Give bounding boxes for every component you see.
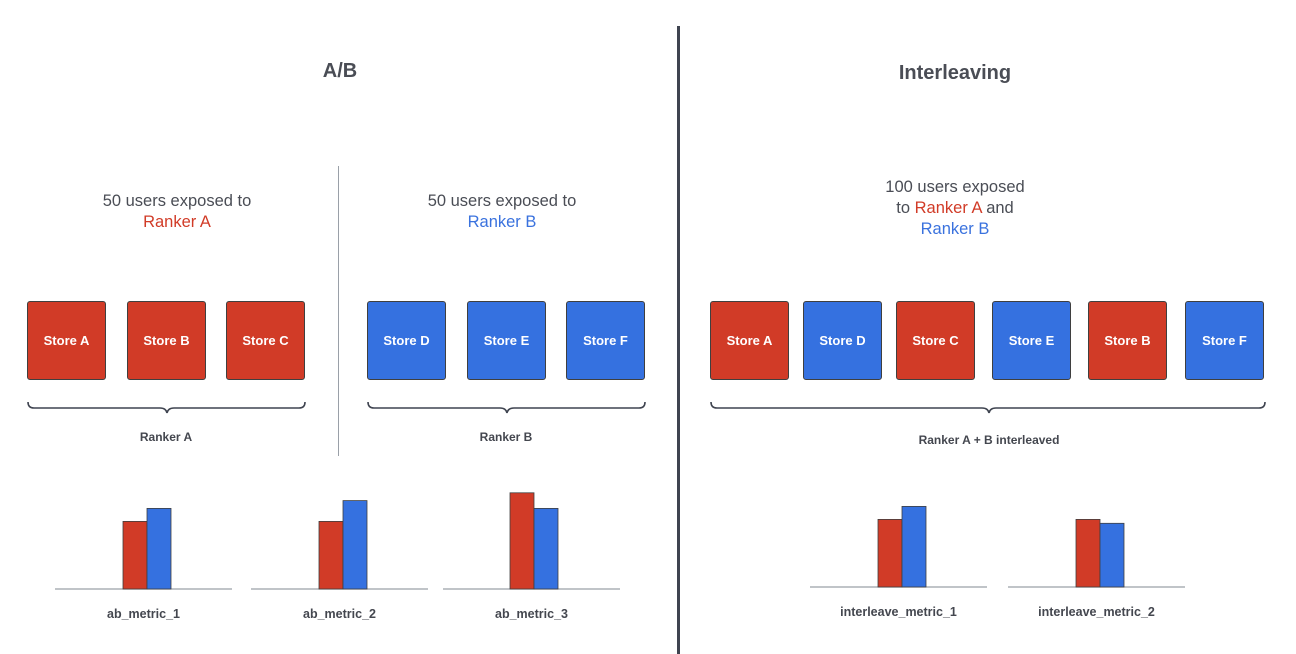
store-card: Store C — [896, 301, 975, 380]
ab-group-b-description: 50 users exposed to Ranker B — [382, 191, 622, 233]
ab-group-a-description: 50 users exposed to Ranker A — [57, 191, 297, 233]
store-card: Store C — [226, 301, 305, 380]
store-card: Store B — [127, 301, 206, 380]
group-label-interleaved: Ranker A + B interleaved — [918, 433, 1060, 447]
brace-interleaved — [710, 401, 1266, 414]
metric-bar-ranker-b — [146, 507, 172, 590]
ab-group-b-ranker-name: Ranker B — [467, 213, 537, 231]
brace-ranker-a — [27, 401, 306, 414]
store-card: Store E — [992, 301, 1071, 380]
ab-section-title: A/B — [322, 60, 358, 82]
store-card: Store D — [803, 301, 882, 380]
store-card: Store F — [1185, 301, 1264, 380]
ab-group-divider — [338, 166, 339, 456]
metric-bar-ranker-a — [877, 519, 903, 588]
ab-group-a-ranker-name: Ranker A — [143, 213, 211, 231]
metric-label: ab_metric_2 — [303, 607, 376, 621]
interleaved-ranker-b: Ranker B — [920, 220, 990, 238]
metric-label: ab_metric_1 — [107, 607, 180, 621]
metric-bar-ranker-b — [342, 500, 368, 590]
group-label-ranker-a: Ranker A — [139, 430, 193, 444]
brace-ranker-b — [367, 401, 646, 414]
ab-group-a-description-line: 50 users exposed to — [102, 192, 252, 210]
metric-bar-ranker-b — [533, 507, 559, 590]
metric-bar-ranker-a — [509, 492, 535, 590]
store-card: Store B — [1088, 301, 1167, 380]
store-card: Store F — [566, 301, 645, 380]
interleaved-description-line: 100 users exposed — [885, 178, 1025, 196]
store-card: Store E — [467, 301, 546, 380]
store-card: Store D — [367, 301, 446, 380]
metric-bar-ranker-a — [1075, 519, 1101, 588]
metric-bar-ranker-a — [318, 521, 344, 590]
interleaved-and: and — [986, 199, 1014, 217]
interleaved-to: to — [896, 199, 911, 217]
metric-bar-ranker-b — [901, 505, 927, 588]
interleaved-ranker-a: Ranker A — [914, 199, 982, 217]
interleaving-section-title: Interleaving — [898, 62, 1012, 84]
metric-label: interleave_metric_1 — [840, 605, 957, 619]
interleaved-description-rankers: to Ranker A and — [845, 198, 1065, 219]
metric-label: interleave_metric_2 — [1038, 605, 1155, 619]
section-divider — [677, 26, 680, 654]
group-label-ranker-b: Ranker B — [479, 430, 533, 444]
store-card: Store A — [710, 301, 789, 380]
metric-label: ab_metric_3 — [495, 607, 568, 621]
metric-bar-ranker-b — [1099, 522, 1125, 588]
metric-bar-ranker-a — [122, 521, 148, 590]
ab-group-b-description-line: 50 users exposed to — [427, 192, 577, 210]
interleaved-description: 100 users exposed to Ranker A and Ranker… — [845, 177, 1065, 240]
store-card: Store A — [27, 301, 106, 380]
